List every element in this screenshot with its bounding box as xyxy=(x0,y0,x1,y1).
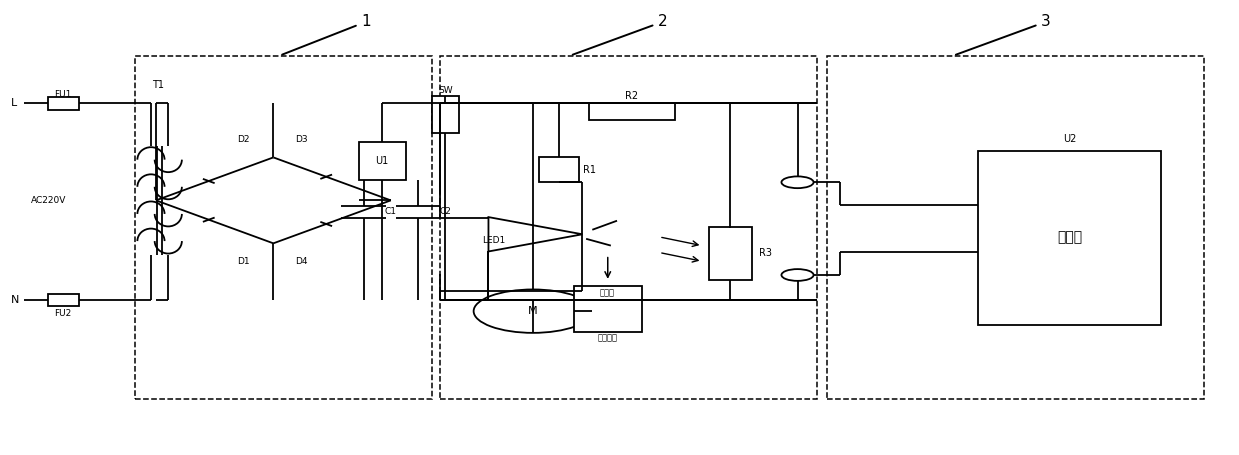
Text: D4: D4 xyxy=(296,257,309,266)
Bar xyxy=(589,103,675,120)
Bar xyxy=(48,293,79,306)
Bar xyxy=(48,97,79,110)
Text: SW: SW xyxy=(437,86,452,95)
Text: D1: D1 xyxy=(238,257,250,266)
Bar xyxy=(709,228,752,279)
Text: T1: T1 xyxy=(152,80,165,90)
Text: C1: C1 xyxy=(385,207,396,216)
Text: U2: U2 xyxy=(1063,134,1077,144)
Text: 3: 3 xyxy=(957,14,1051,55)
Text: 挡光板: 挡光板 xyxy=(600,288,615,298)
Text: LED1: LED1 xyxy=(482,236,506,245)
Bar xyxy=(539,157,579,182)
Bar xyxy=(828,56,1204,399)
Text: 示波器: 示波器 xyxy=(1057,230,1082,244)
Text: M: M xyxy=(528,306,538,316)
Bar xyxy=(431,96,458,132)
Text: FU2: FU2 xyxy=(55,309,72,318)
Text: D3: D3 xyxy=(295,135,309,144)
Text: R2: R2 xyxy=(626,91,638,101)
Text: R3: R3 xyxy=(758,248,772,258)
Bar xyxy=(574,286,642,332)
Text: L: L xyxy=(11,98,17,108)
Text: N: N xyxy=(11,295,20,305)
Text: U1: U1 xyxy=(375,156,389,166)
Bar xyxy=(978,151,1161,325)
Bar xyxy=(358,142,405,180)
Text: C2: C2 xyxy=(440,207,451,216)
Text: AC220V: AC220V xyxy=(31,196,66,205)
Bar xyxy=(440,56,818,399)
Text: R1: R1 xyxy=(584,165,596,175)
Text: 马达转轴: 马达转轴 xyxy=(597,334,617,343)
Text: FU1: FU1 xyxy=(55,90,72,99)
Text: 2: 2 xyxy=(572,14,668,55)
Bar xyxy=(135,56,431,399)
Text: 1: 1 xyxy=(282,14,370,55)
Text: D2: D2 xyxy=(238,135,250,144)
